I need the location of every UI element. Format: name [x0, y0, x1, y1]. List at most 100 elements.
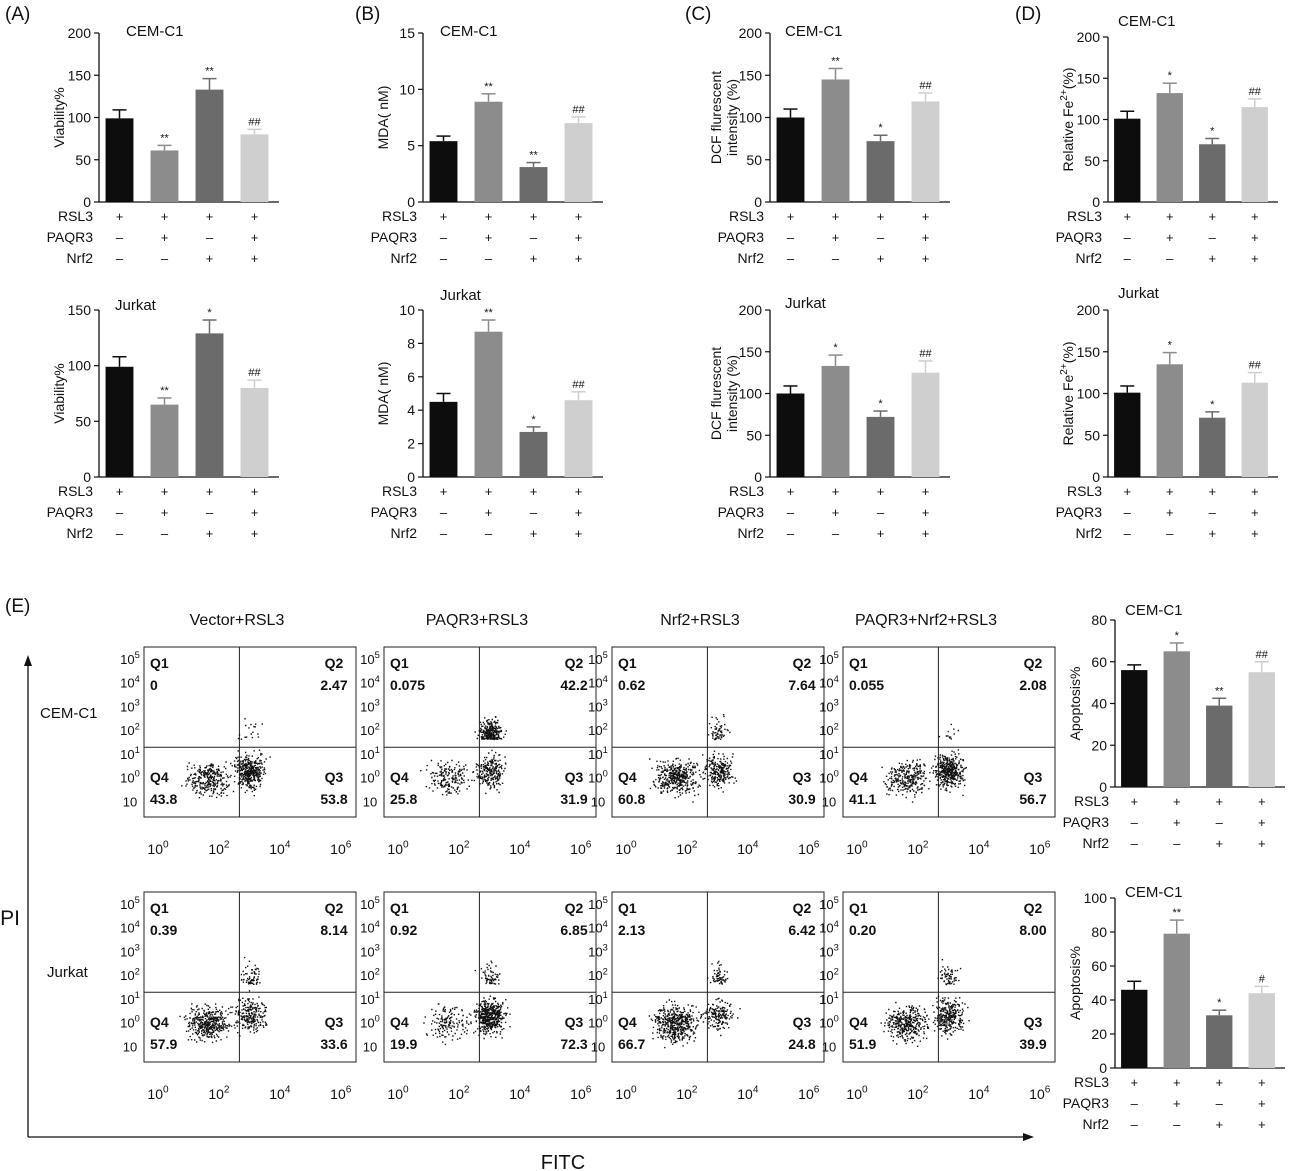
treatment-sign: + [1130, 1075, 1138, 1090]
quadrant-label-q2: Q2 [325, 900, 344, 916]
treatment-sign: + [1258, 815, 1266, 830]
chart-title: Jurkat [115, 297, 157, 314]
treatment-sign: – [1124, 526, 1132, 541]
y-tick-label: 10 [363, 1039, 377, 1054]
treatment-sign: + [787, 484, 795, 499]
x-tick-label: 102 [208, 1085, 230, 1102]
quadrant-label-q3: Q3 [565, 769, 584, 785]
treatment-sign: + [1166, 230, 1174, 245]
y-tick-label: 0 [754, 469, 762, 485]
event-dots [179, 956, 268, 1044]
quadrant-value-q2: 42.2 [560, 677, 587, 693]
treatment-sign: + [485, 505, 493, 520]
quadrant-value-q4: 25.8 [390, 791, 417, 807]
treatment-sign: – [116, 526, 124, 541]
y-axis-label: Relative Fe2+(%) [1059, 68, 1076, 172]
treatment-label: Nrf2 [738, 250, 765, 266]
treatment-sign: + [251, 484, 259, 499]
treatment-sign: – [787, 230, 795, 245]
y-tick-label: 100 [1077, 112, 1101, 128]
treatment-sign: + [1173, 794, 1181, 809]
treatment-sign: + [1166, 505, 1174, 520]
quadrant-label-q3: Q3 [325, 769, 344, 785]
y-tick-label: 200 [739, 302, 763, 318]
quadrant-value-q3: 33.6 [320, 1036, 347, 1052]
y-axis-label: MDA( nM) [375, 362, 391, 426]
treatment-label: PAQR3 [47, 229, 94, 245]
y-tick-label: 0 [83, 194, 91, 210]
y-tick-label: 103 [819, 943, 839, 960]
treatment-sign: + [485, 230, 493, 245]
treatment-sign: – [1124, 230, 1132, 245]
treatment-sign: + [1258, 794, 1266, 809]
y-tick-label: 40 [1091, 992, 1107, 1008]
significance-mark: ** [1215, 685, 1224, 697]
treatment-sign: + [440, 484, 448, 499]
treatment-sign: + [877, 209, 885, 224]
treatment-sign: + [575, 230, 583, 245]
treatment-sign: – [787, 526, 795, 541]
treatment-sign: – [877, 505, 885, 520]
treatment-sign: + [1258, 1096, 1266, 1111]
bar [519, 431, 548, 477]
bar [1206, 705, 1233, 787]
treatment-sign: + [161, 209, 169, 224]
y-tick-label: 200 [1077, 302, 1101, 318]
condition-title: PAQR3+RSL3 [426, 612, 529, 629]
y-axis-label: Viability% [51, 363, 67, 423]
y-tick-label: 10 [399, 302, 415, 318]
row-label: CEM-C1 [40, 705, 98, 722]
treatment-sign: + [1123, 484, 1131, 499]
x-tick-label: 104 [269, 840, 291, 857]
significance-mark: ## [1256, 649, 1269, 661]
x-tick-label: 102 [907, 840, 929, 857]
condition-title: PAQR3+Nrf2+RSL3 [855, 612, 997, 629]
treatment-sign: – [1131, 1117, 1139, 1132]
panel-letter: (A) [5, 4, 30, 25]
y-tick-label: 104 [120, 674, 140, 691]
bar-chart-C2: 0 50 100 150 200 DCF flurescent intensity (%) *… [708, 295, 950, 541]
y-tick-label: 104 [588, 919, 608, 936]
bar [821, 79, 850, 202]
y-tick-label: 100 [819, 1014, 839, 1031]
treatment-sign: + [485, 209, 493, 224]
treatment-label: RSL3 [58, 208, 93, 224]
y-tick-label: 0 [83, 469, 91, 485]
bar [1163, 933, 1190, 1068]
treatment-sign: – [440, 251, 448, 266]
quadrant-value-q2: 2.08 [1019, 677, 1046, 693]
y-axis-label: DCF flurescent [708, 347, 724, 440]
y-tick-label: 2 [407, 436, 415, 452]
event-dots [420, 716, 507, 796]
quadrant-label-q1: Q1 [150, 900, 169, 916]
significance-mark: * [878, 122, 883, 134]
y-tick-label: 150 [68, 302, 92, 318]
x-tick-label: 102 [907, 1085, 929, 1102]
plot-frame [143, 891, 357, 1063]
y-tick-label: 101 [120, 745, 140, 762]
significance-mark: * [1168, 70, 1173, 82]
bar [105, 366, 134, 477]
treatment-sign: – [1166, 526, 1174, 541]
x-tick-label: 102 [676, 840, 698, 857]
y-tick-label: 100 [739, 110, 763, 126]
y-tick-label: 103 [120, 698, 140, 715]
treatment-sign: + [877, 484, 885, 499]
quadrant-label-q1: Q1 [618, 655, 637, 671]
x-tick-label: 100 [387, 1085, 409, 1102]
quadrant-value-q2: 2.47 [320, 677, 347, 693]
y-tick-label: 50 [746, 427, 762, 443]
treatment-sign: + [787, 209, 795, 224]
y-tick-label: 10 [123, 794, 137, 809]
y-tick-label: 0 [407, 469, 415, 485]
treatment-sign: + [116, 209, 124, 224]
plot-frame [611, 891, 825, 1063]
y-tick-label: 40 [1091, 696, 1107, 712]
chart-title: CEM-C1 [1125, 884, 1183, 901]
y-tick-label: 100 [588, 769, 608, 786]
x-tick-label: 100 [147, 1085, 169, 1102]
quadrant-label-q1: Q1 [849, 900, 868, 916]
treatment-sign: – [877, 230, 885, 245]
